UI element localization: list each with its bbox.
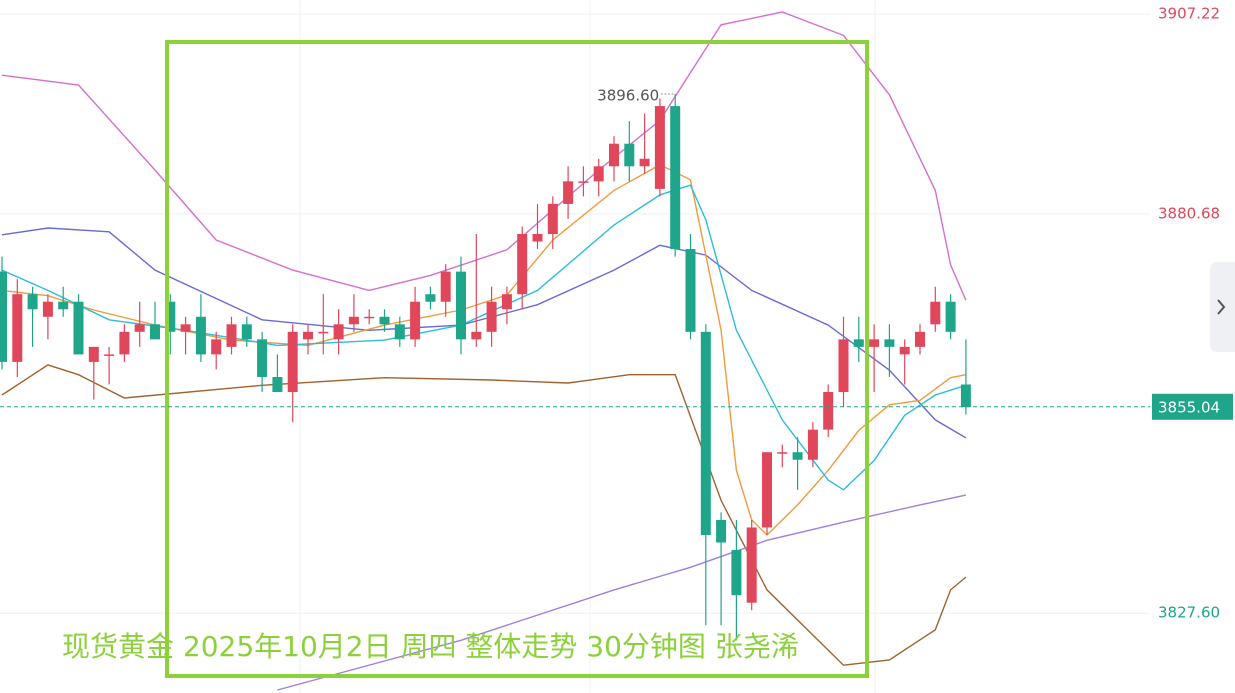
candle-body <box>88 346 99 362</box>
candle-body <box>654 106 665 189</box>
candle-body <box>440 271 451 302</box>
candle-body <box>348 316 359 325</box>
candle-body <box>624 143 635 167</box>
candle-body <box>379 316 390 325</box>
candle-body <box>609 143 619 167</box>
candle-body <box>180 324 191 332</box>
high-label: 3896.60 <box>597 87 659 105</box>
scroll-button[interactable] <box>1210 262 1235 352</box>
candle-body <box>807 429 818 460</box>
y-tick-label: 3907.22 <box>1158 5 1220 23</box>
candle-body <box>134 324 145 332</box>
indicator-line <box>1 364 967 666</box>
candle-body <box>670 106 681 250</box>
candle-body <box>27 294 38 310</box>
candle-body <box>700 331 711 535</box>
candle-body <box>869 339 880 347</box>
candle-body <box>104 354 115 356</box>
candle-body <box>303 331 313 340</box>
candle-body <box>501 294 512 310</box>
candle-body <box>195 316 206 355</box>
candle-body <box>685 249 696 332</box>
candle-body <box>471 331 482 340</box>
candle-body <box>792 452 803 460</box>
candle-body <box>165 301 176 332</box>
candle-body <box>930 301 941 325</box>
candle-body <box>226 324 237 347</box>
candle-body <box>394 324 405 340</box>
candle-body <box>915 331 925 347</box>
last-price-box <box>1152 393 1233 420</box>
candle-body <box>838 339 849 393</box>
indicator-line <box>277 494 967 691</box>
candle-body <box>945 301 956 332</box>
candle-body <box>257 339 268 377</box>
candle-body <box>410 301 421 340</box>
candle-body <box>42 301 53 317</box>
candle-body <box>563 181 574 204</box>
candle-body <box>73 301 84 355</box>
candle-body <box>746 527 757 603</box>
candle-body <box>853 339 864 347</box>
candle-body <box>119 331 130 355</box>
candle-body <box>639 158 650 167</box>
candle-body <box>578 181 589 183</box>
candle-body <box>777 452 788 454</box>
candle-body <box>547 203 558 235</box>
candle-body <box>762 452 772 528</box>
candle-body <box>884 339 895 347</box>
candle-body <box>364 316 375 319</box>
candle-body <box>716 519 727 543</box>
candle-body <box>287 331 298 393</box>
candle-body <box>425 294 436 302</box>
candle-body <box>486 301 497 332</box>
candle-body <box>333 324 344 340</box>
candle-body <box>0 271 7 362</box>
chart-title: 现货黄金 2025年10月2日 周四 整体走势 30分钟图 张尧浠 <box>62 630 799 663</box>
candle-body <box>731 550 742 596</box>
candle-body <box>150 324 160 340</box>
candle-body <box>593 166 604 182</box>
highlight-box <box>165 40 869 678</box>
candle-body <box>211 339 222 355</box>
candle-body <box>241 324 252 340</box>
last-price-label: 3855.04 <box>1158 398 1220 416</box>
candle-body <box>58 301 69 310</box>
candle-body <box>823 392 834 430</box>
y-tick-label: 3880.68 <box>1158 204 1220 222</box>
y-tick-label: 3827.60 <box>1158 604 1220 622</box>
candle-body <box>960 384 971 408</box>
candle-body <box>517 234 528 295</box>
candle-body <box>272 376 283 393</box>
candle-body <box>318 331 329 334</box>
candle-body <box>456 271 466 340</box>
arrow-icon <box>1217 299 1226 315</box>
candle-body <box>532 234 543 242</box>
candle-body <box>899 346 910 355</box>
candle-body <box>12 294 23 362</box>
